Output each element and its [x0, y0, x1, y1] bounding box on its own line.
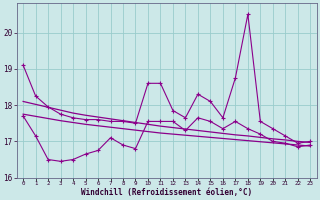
X-axis label: Windchill (Refroidissement éolien,°C): Windchill (Refroidissement éolien,°C) — [81, 188, 252, 197]
